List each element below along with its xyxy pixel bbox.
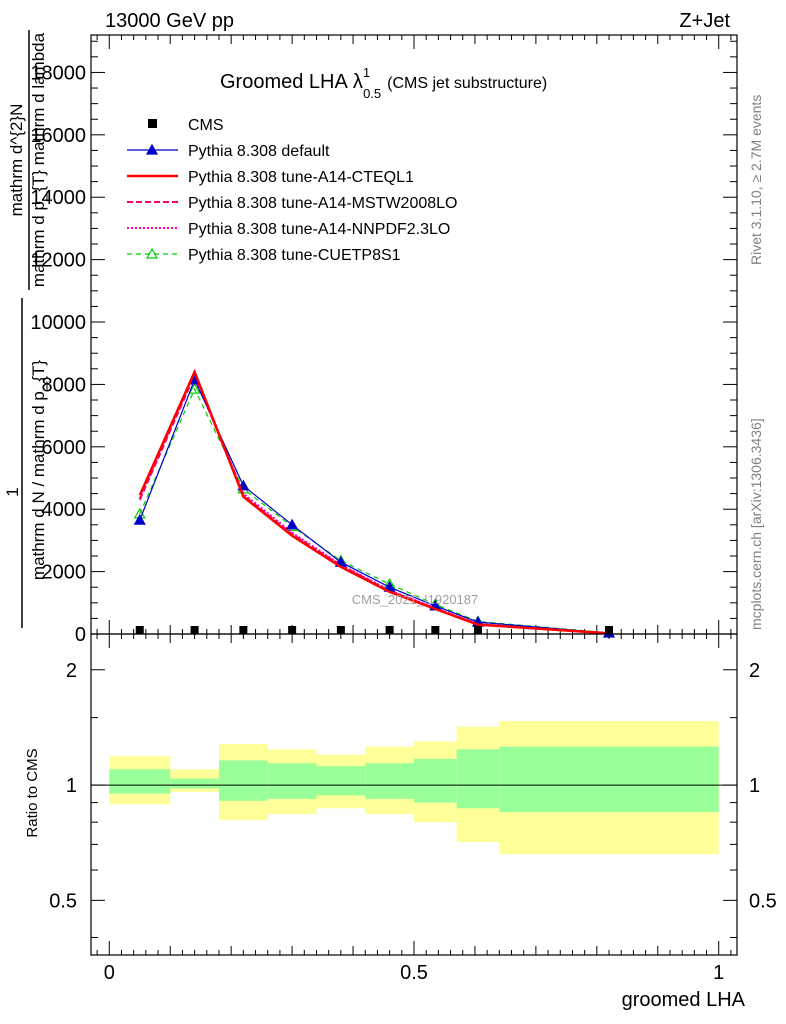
cms-data-point [605,626,614,634]
cms-data-point [288,626,297,634]
y-tick-label: 16000 [30,125,86,147]
x-tick-label: 0 [104,962,115,984]
series-line-cuetp [139,387,610,634]
y-tick-label: 18000 [30,62,86,84]
ylabel-top: mathrm d^{2}N [7,104,26,217]
marker-default [286,518,299,530]
x-tick-label: 0.5 [400,962,428,984]
ratio-panel: 0.5 0.5 1 1 2 2 0 0.5 1 Ratio to CMS groomed LHA [24,633,777,1011]
y-tick-label: 12000 [30,250,86,272]
legend-marker-default [145,143,159,155]
x-axis-label: groomed LHA [622,989,746,1011]
ratio-uncertainty-inner [170,778,219,789]
legend-marker-cuetp [145,247,159,259]
legend-label: Pythia 8.308 tune-A14-CTEQL1 [188,169,414,186]
legend: CMS Pythia 8.308 default Pythia 8.308 tune… [127,117,457,264]
y-tick-label: 6000 [42,437,87,459]
y-tick-label: 4000 [42,499,87,521]
marker-cuetp [188,382,201,394]
plot-title: Groomed LHA λ1 0.5(CMS jet substructure) [220,65,547,101]
y-tick-label: 14000 [30,187,86,209]
upper-panel: 0 2000 4000 6000 8000 10000 12000 14000 16000 180… [3,30,738,646]
cms-data-point [473,626,482,634]
legend-label: Pythia 8.308 tune-CUETP8S1 [188,247,401,264]
x-tick-label: 1 [713,962,724,984]
legend-label: CMS [188,117,224,134]
legend-label: Pythia 8.308 tune-A14-MSTW2008LO [188,195,457,212]
ratio-uncertainty-inner [267,763,317,799]
ratio-uncertainty-inner [218,760,268,801]
legend-marker-cms [148,119,157,128]
cms-data-point [336,626,345,634]
cms-data-point [190,626,199,634]
ratio-y-tick-label: 0.5 [49,890,77,912]
y-tick-label: 10000 [30,312,86,334]
ratio-y-axis-label: Ratio to CMS [24,748,41,837]
y-tick-label: 2000 [42,562,87,584]
ratio-ticks: 0.5 0.5 1 1 2 2 0 0.5 1 [49,634,777,984]
header-right: Z+Jet [679,10,730,32]
cms-data-point [135,626,144,634]
ratio-y-tick-label: 2 [66,660,77,682]
cms-data-point [385,626,394,634]
y-tick-label: 8000 [42,374,87,396]
ratio-y-tick-label-right: 1 [749,775,760,797]
ylabel-bottom: mathrm d N / mathrm d p_{T} [29,360,48,580]
series-line-cteql1 [138,368,610,635]
ratio-uncertainty-inner [456,749,500,809]
ratio-uncertainty-inner [365,763,414,799]
ylabel-one: 1 [3,487,22,496]
legend-label: Pythia 8.308 tune-A14-NNPDF2.3LO [188,221,450,238]
ratio-y-tick-label-right: 2 [749,660,760,682]
cms-data-point [431,626,440,634]
marker-default [133,513,146,525]
ratio-y-tick-label: 1 [66,775,77,797]
legend-label: Pythia 8.308 default [188,143,330,160]
cms-data-point [239,626,248,634]
ratio-y-tick-label-right: 0.5 [749,890,777,912]
upper-y-axis-label: mathrm d^{2}N mathrm d p_{T} mathrm d la… [3,30,48,628]
ylabel-top2: mathrm d p_{T} mathrm d lambda [29,32,48,287]
mcplots-citation: mcplots.cern.ch [arXiv:1306.3436] [748,418,764,630]
cms-points [135,626,614,634]
ratio-uncertainty-inner [109,769,171,794]
header-left: 13000 GeV pp [105,10,234,32]
y-tick-label: 0 [75,624,86,646]
ratio-uncertainty-inner [499,746,719,813]
ratio-uncertainty-inner [414,758,457,803]
ratio-bands [109,720,719,855]
rivet-version-note: Rivet 3.1.10, ≥ 2.7M events [748,95,764,265]
ratio-uncertainty-inner [316,766,366,796]
upper-ticks: 0 2000 4000 6000 8000 10000 12000 14000 16000 180… [30,35,737,646]
analysis-watermark: CMS_2021_I1920187 [352,592,479,607]
